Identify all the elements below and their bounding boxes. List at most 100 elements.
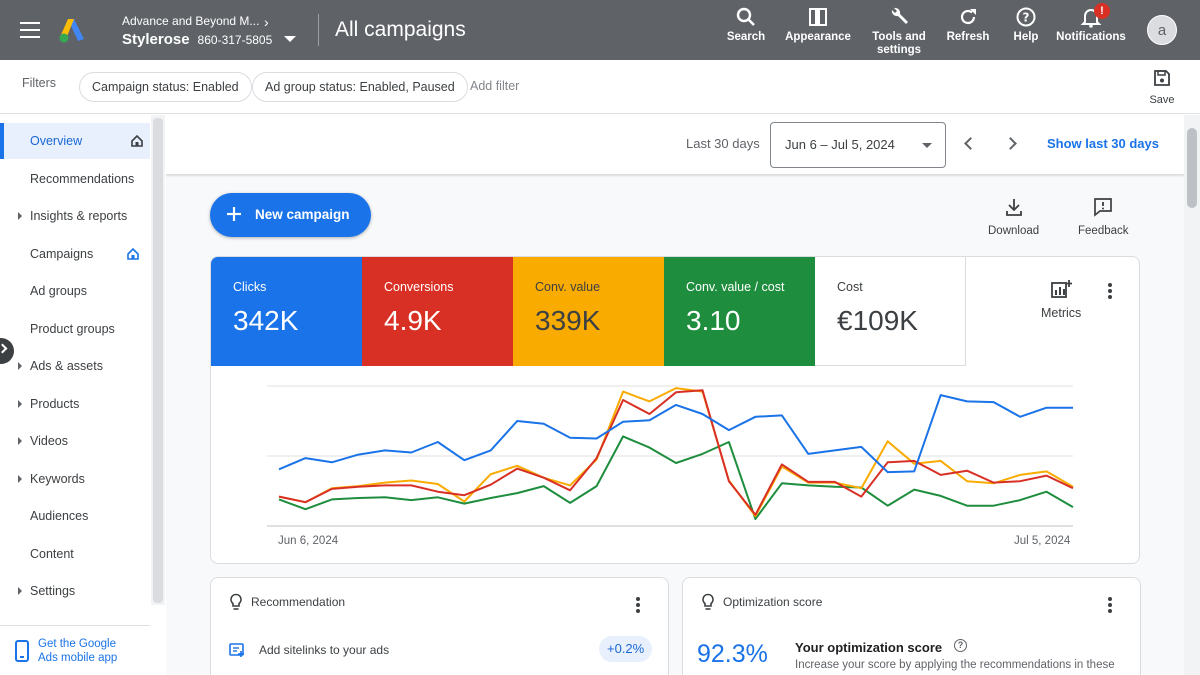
menu-icon[interactable]	[20, 22, 40, 38]
phone-icon	[15, 640, 29, 662]
collapse-sidebar-button[interactable]	[0, 338, 14, 364]
expand-arrow-icon	[18, 587, 22, 595]
mobile-app-promo[interactable]: Get the Google Ads mobile app	[0, 625, 150, 675]
sidebar-item-label: Videos	[30, 434, 68, 448]
optimization-score-card: Optimization score 92.3% Your optimizati…	[682, 577, 1141, 675]
filters-label: Filters	[22, 76, 57, 90]
sidebar-item-campaigns[interactable]: Campaigns	[0, 236, 150, 272]
metrics-button[interactable]: Metrics	[1041, 279, 1081, 320]
sidebar-item-label: Campaigns	[30, 246, 94, 261]
previous-period-button[interactable]	[962, 137, 977, 150]
new-campaign-button[interactable]: New campaign	[210, 193, 371, 237]
sidebar-item-audiences[interactable]: Audiences	[0, 498, 150, 534]
chevron-right-icon[interactable]: ›	[264, 14, 269, 30]
performance-chart-card: Clicks 342K Conversions 4.9K Conv. value 339K…	[210, 256, 1140, 564]
download-button[interactable]: Download	[988, 197, 1039, 237]
metric-tile-conv-value[interactable]: Conv. value 339K	[513, 257, 664, 366]
tools-settings-button[interactable]: Tools and settings	[870, 6, 928, 57]
more-options-icon[interactable]	[636, 597, 640, 613]
sidebar-item-keywords[interactable]: Keywords	[0, 461, 150, 497]
metric-tile-clicks[interactable]: Clicks 342K	[211, 257, 362, 366]
date-range-select[interactable]: Jun 6 – Jul 5, 2024	[770, 122, 946, 168]
recommendation-title: Recommendation	[251, 595, 346, 609]
sidebar-item-insights-and-reports[interactable]: Insights & reports	[0, 198, 150, 234]
metric-value: 3.10	[686, 305, 741, 336]
expand-arrow-icon	[18, 437, 22, 445]
help-icon[interactable]: ?	[954, 639, 967, 652]
sidebar-item-ads-and-assets[interactable]: Ads & assets	[0, 348, 150, 384]
sidebar-item-label: Recommendations	[30, 171, 135, 186]
sidebar-item-content[interactable]: Content	[0, 536, 150, 572]
sidebar-item-label: Ad groups	[30, 284, 87, 298]
series-line-conv-value[interactable]	[278, 387, 1074, 518]
metric-value: 4.9K	[384, 305, 442, 336]
save-icon	[1154, 70, 1170, 86]
optimization-title: Optimization score	[723, 595, 823, 609]
expand-arrow-icon	[18, 362, 22, 370]
appearance-icon	[809, 8, 827, 26]
next-period-button[interactable]	[1004, 137, 1018, 150]
lightbulb-icon	[702, 593, 714, 610]
chevron-left-icon	[964, 137, 977, 150]
metric-label: Cost	[837, 280, 863, 294]
expand-arrow-icon	[18, 212, 22, 220]
series-line-conv-value-cost[interactable]	[278, 435, 1074, 520]
add-filter-button[interactable]: Add filter	[470, 79, 520, 93]
avatar[interactable]: a	[1147, 15, 1177, 45]
filter-chip-campaign-status[interactable]: Campaign status: Enabled	[79, 72, 252, 102]
chevron-right-icon	[0, 343, 8, 354]
account-dropdown-icon[interactable]	[284, 36, 296, 42]
account-details[interactable]: Stylerose 860-317-5805	[122, 31, 272, 48]
account-brand: Stylerose	[122, 31, 190, 48]
metric-value: 339K	[535, 305, 601, 336]
filter-chip-ad-group-status[interactable]: Ad group status: Enabled, Paused	[252, 72, 468, 102]
expand-arrow-icon	[18, 474, 22, 483]
divider	[318, 14, 319, 46]
recommendation-card: Recommendation Add sitelinks to your ads…	[210, 577, 669, 675]
sidebar-item-overview[interactable]: Overview	[0, 123, 150, 159]
metric-tile-conversions[interactable]: Conversions 4.9K	[362, 257, 513, 366]
home-icon	[131, 134, 143, 147]
sidebar-item-ad-groups[interactable]: Ad groups	[0, 273, 150, 309]
sidebar-item-settings[interactable]: Settings	[0, 573, 150, 609]
refresh-icon	[960, 9, 976, 25]
date-range-value: Jun 6 – Jul 5, 2024	[785, 137, 895, 152]
metric-tile-cost[interactable]: Cost €109K	[815, 257, 966, 366]
series-line-clicks[interactable]	[278, 394, 1073, 474]
sidebar-item-label: Products	[30, 396, 80, 411]
notifications-button[interactable]: ! Notifications	[1056, 3, 1126, 43]
more-options-icon[interactable]	[1108, 597, 1112, 613]
top-bar: Advance and Beyond M... › Stylerose 860-…	[0, 0, 1200, 60]
sidebar-item-product-groups[interactable]: Product groups	[0, 311, 150, 347]
metric-tile-conv-value-cost[interactable]: Conv. value / cost 3.10	[664, 257, 815, 366]
feedback-button[interactable]: Feedback	[1078, 197, 1129, 237]
help-button[interactable]: ? Help	[1011, 6, 1041, 44]
notification-badge: !	[1094, 3, 1110, 19]
series-line-conversions[interactable]	[278, 389, 1074, 516]
sidebar-scrollbar[interactable]	[153, 118, 163, 603]
x-axis-end-label: Jul 5, 2024	[1014, 535, 1071, 547]
search-icon	[736, 7, 755, 26]
sidebar-item-products[interactable]: Products	[0, 386, 150, 422]
home-icon	[127, 247, 139, 260]
sidebar-item-recommendations[interactable]: Recommendations	[0, 161, 150, 197]
sitelink-icon	[229, 643, 244, 657]
search-button[interactable]: Search	[727, 6, 765, 44]
mobile-app-link: Get the Google Ads mobile app	[38, 638, 118, 664]
optimization-score-value: 92.3%	[697, 640, 768, 668]
metric-label: Conversions	[384, 280, 454, 294]
refresh-button[interactable]: Refresh	[945, 6, 991, 44]
lightbulb-icon	[230, 593, 242, 610]
appearance-button[interactable]: Appearance	[784, 6, 852, 44]
main-scrollbar[interactable]	[1187, 128, 1197, 208]
save-button[interactable]: Save	[1146, 68, 1178, 106]
google-ads-logo[interactable]	[58, 17, 86, 43]
download-icon	[1005, 199, 1022, 216]
sidebar-item-videos[interactable]: Videos	[0, 423, 150, 459]
account-name[interactable]: Advance and Beyond M...	[122, 14, 260, 28]
show-last-30-days-link[interactable]: Show last 30 days	[1047, 136, 1159, 151]
recommendation-item[interactable]: Add sitelinks to your ads	[259, 643, 390, 657]
more-options-icon[interactable]	[1108, 283, 1112, 299]
chevron-down-icon	[922, 143, 932, 148]
metric-label: Conv. value	[535, 280, 601, 294]
